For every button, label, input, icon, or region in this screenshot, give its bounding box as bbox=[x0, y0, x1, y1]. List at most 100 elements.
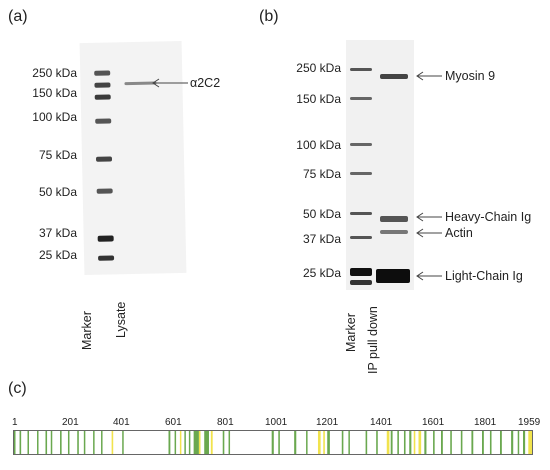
sequence-tick: 1 bbox=[12, 417, 18, 428]
coverage-segment-green bbox=[168, 431, 171, 454]
arrow-icon bbox=[416, 228, 442, 238]
heavy-chain-band bbox=[380, 216, 408, 222]
coverage-segment-green bbox=[499, 431, 502, 454]
marker-band bbox=[95, 118, 112, 124]
marker-band bbox=[350, 268, 372, 276]
coverage-segment-green bbox=[348, 431, 350, 454]
sequence-tick: 1401 bbox=[370, 417, 393, 428]
coverage-segment-green bbox=[60, 431, 62, 454]
mw-label: 25 kDa bbox=[302, 266, 341, 280]
coverage-segment-green bbox=[188, 431, 191, 454]
marker-band bbox=[350, 212, 372, 215]
coverage-segment-yellow bbox=[413, 431, 416, 454]
mw-label: 37 kDa bbox=[38, 226, 77, 240]
marker-band bbox=[350, 280, 372, 285]
coverage-segment-green bbox=[327, 431, 330, 454]
coverage-segment-green bbox=[50, 431, 53, 454]
coverage-segment-green bbox=[403, 431, 406, 454]
lane-label-ip-pull-down: IP pull down bbox=[366, 306, 380, 374]
coverage-segment-green bbox=[460, 431, 463, 454]
arrow-icon bbox=[416, 271, 442, 281]
coverage-segment-yellow bbox=[317, 431, 321, 454]
coverage-segment-green bbox=[37, 431, 39, 454]
coverage-segment-green bbox=[511, 431, 514, 454]
coverage-segment-green bbox=[222, 431, 225, 454]
coverage-segment-green bbox=[19, 431, 22, 454]
mw-label: 100 kDa bbox=[32, 110, 77, 124]
mw-label: 100 kDa bbox=[296, 138, 341, 152]
marker-band bbox=[96, 188, 113, 194]
annotation-myosin9: Myosin 9 bbox=[445, 69, 496, 83]
coverage-segment-yellow bbox=[111, 431, 114, 454]
annotation-light-chain: Light-Chain Ig bbox=[445, 269, 523, 283]
coverage-segment-green bbox=[14, 431, 16, 454]
marker-band bbox=[94, 70, 111, 76]
panel-b-gel bbox=[346, 40, 414, 290]
mw-label: 25 kDa bbox=[38, 248, 77, 262]
arrow-icon bbox=[416, 71, 442, 81]
annotation-actin: Actin bbox=[445, 226, 473, 240]
coverage-segment-green bbox=[83, 431, 86, 454]
coverage-segment-green bbox=[271, 431, 274, 454]
coverage-segment-yellow bbox=[323, 431, 325, 454]
light-chain-band bbox=[376, 269, 410, 283]
marker-band bbox=[350, 68, 372, 71]
coverage-segment-green bbox=[278, 431, 280, 454]
coverage-segment-green bbox=[365, 431, 368, 454]
mw-label: 37 kDa bbox=[302, 232, 341, 246]
mw-label: 50 kDa bbox=[302, 207, 341, 221]
marker-band bbox=[350, 236, 372, 239]
marker-band bbox=[350, 143, 372, 146]
coverage-segment-green bbox=[341, 431, 344, 454]
coverage-segment-green bbox=[122, 431, 124, 454]
mw-label: 50 kDa bbox=[38, 185, 77, 199]
coverage-segment-green bbox=[174, 431, 177, 454]
mw-label: 150 kDa bbox=[296, 92, 341, 106]
coverage-segment-yellow bbox=[210, 431, 213, 454]
sequence-tick: 1601 bbox=[422, 417, 445, 428]
coverage-segment-green bbox=[482, 431, 484, 454]
marker-band bbox=[98, 255, 115, 261]
sequence-tick: 601 bbox=[165, 417, 182, 428]
arrow-icon bbox=[152, 78, 188, 88]
panel-a-label: (a) bbox=[8, 8, 28, 25]
coverage-segment-green bbox=[204, 431, 209, 454]
marker-band bbox=[97, 235, 114, 242]
coverage-segment-green bbox=[397, 431, 399, 454]
coverage-segment-yellow bbox=[198, 431, 201, 454]
coverage-segment-green bbox=[193, 431, 199, 454]
annotation-a2c2: α2C2 bbox=[190, 76, 221, 90]
sequence-coverage-bar bbox=[13, 430, 533, 455]
coverage-segment-green bbox=[471, 431, 474, 454]
sequence-tick: 1201 bbox=[316, 417, 339, 428]
mw-label: 250 kDa bbox=[296, 61, 341, 75]
sequence-tick: 201 bbox=[62, 417, 79, 428]
mw-label: 150 kDa bbox=[32, 86, 77, 100]
coverage-segment-green bbox=[517, 431, 520, 454]
coverage-segment-green bbox=[67, 431, 70, 454]
mw-label: 75 kDa bbox=[302, 167, 341, 181]
panel-b-label: (b) bbox=[259, 8, 279, 25]
marker-band bbox=[350, 172, 372, 175]
sequence-tick: 401 bbox=[113, 417, 130, 428]
sequence-tick: 1001 bbox=[265, 417, 288, 428]
coverage-segment-green bbox=[77, 431, 79, 454]
arrow-icon bbox=[416, 212, 442, 222]
coverage-segment-yellow bbox=[418, 431, 422, 454]
mw-label: 75 kDa bbox=[38, 148, 77, 162]
coverage-segment-green bbox=[450, 431, 452, 454]
coverage-segment-green bbox=[390, 431, 393, 454]
coverage-segment-green bbox=[228, 431, 231, 454]
coverage-segment-green bbox=[306, 431, 308, 454]
coverage-segment-green bbox=[27, 431, 29, 454]
coverage-segment-yellow bbox=[179, 431, 182, 454]
mw-label: 250 kDa bbox=[32, 66, 77, 80]
coverage-segment-green bbox=[184, 431, 186, 454]
marker-band bbox=[350, 97, 372, 100]
marker-band bbox=[94, 94, 111, 100]
lane-label-marker-a: Marker bbox=[80, 311, 94, 350]
coverage-segment-green bbox=[523, 431, 526, 454]
coverage-segment-green bbox=[489, 431, 492, 454]
myosin9-band bbox=[380, 74, 408, 79]
coverage-segment-green bbox=[101, 431, 103, 454]
